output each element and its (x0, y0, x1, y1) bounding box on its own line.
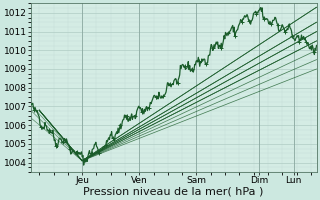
X-axis label: Pression niveau de la mer( hPa ): Pression niveau de la mer( hPa ) (84, 187, 264, 197)
